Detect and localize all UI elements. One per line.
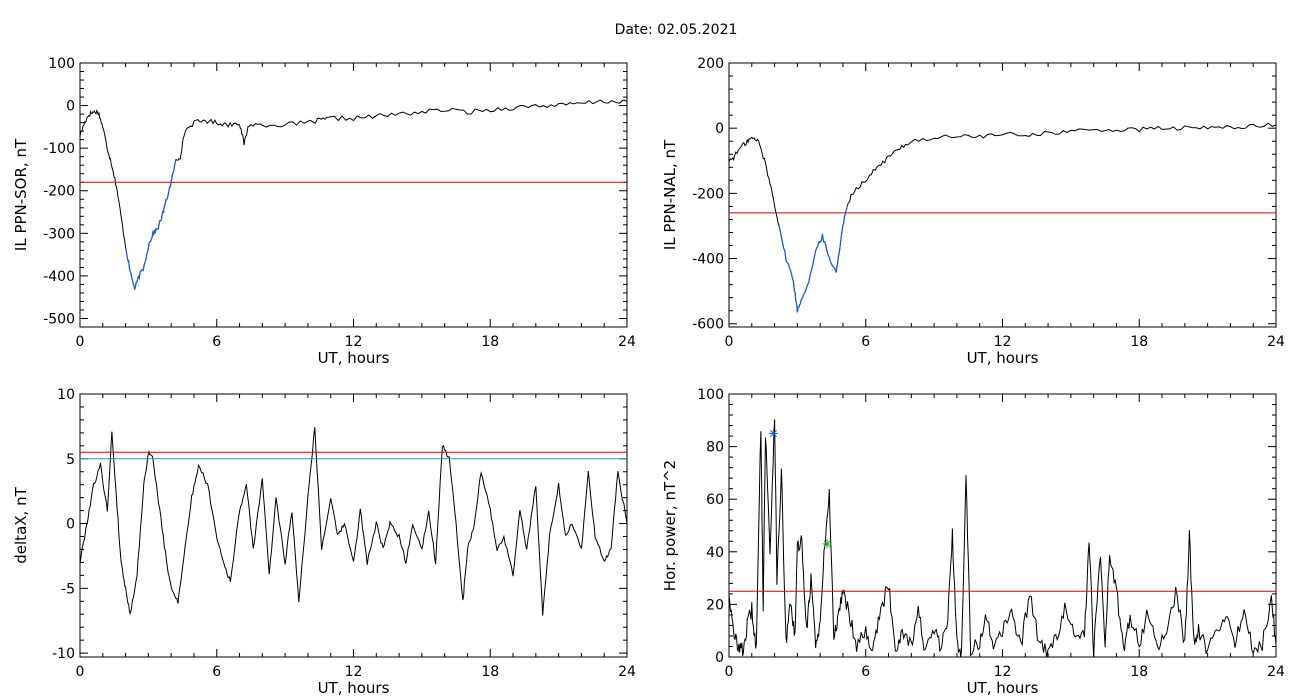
y-tick-label: 0 (66, 517, 75, 533)
y-tick-label: 40 (706, 545, 724, 561)
series-line (729, 419, 1276, 657)
plot-frame (728, 62, 1277, 328)
y-tick-label: 20 (706, 597, 724, 613)
y-axis-label: IL PPN-NAL, nT (661, 139, 679, 250)
y-tick-label: 80 (706, 440, 724, 456)
y-tick-label: -600 (692, 317, 724, 333)
x-axis-label: UT, hours (967, 679, 1039, 697)
x-tick-label: 12 (345, 664, 363, 680)
y-tick-label: -400 (43, 269, 75, 285)
x-tick-label: 12 (994, 334, 1012, 350)
x-tick-label: 24 (618, 664, 636, 680)
chart-panel-2: 0 6 12 18 24 200 0 -200 -400 -600 UT, hours IL PPN-… (661, 56, 1285, 367)
date-title: Date: 02.05.2021 (615, 22, 738, 38)
y-tick-label: -5 (61, 581, 75, 597)
y-tick-label: 60 (706, 492, 724, 508)
y-axis-label: deltaX, nT (12, 486, 30, 563)
chart-panel-1: 0 6 12 18 24 100 0 -100 -200 -300 -400 -500 UT, hour… (12, 56, 636, 367)
x-tick-label: 18 (481, 334, 499, 350)
series-line (80, 99, 627, 290)
x-tick-label: 0 (76, 334, 85, 350)
x-tick-label: 6 (212, 334, 221, 350)
plot-frame (79, 62, 628, 328)
peak-marker (822, 539, 832, 549)
y-tick-label: 0 (66, 99, 75, 115)
x-tick-label: 12 (994, 664, 1012, 680)
y-tick-label: -10 (52, 646, 75, 662)
x-tick-label: 24 (618, 334, 636, 350)
y-tick-label: -400 (692, 252, 724, 268)
x-tick-label: 6 (861, 664, 870, 680)
x-tick-label: 12 (345, 334, 363, 350)
y-tick-label: 5 (66, 452, 75, 468)
y-tick-label: -300 (43, 226, 75, 242)
x-tick-label: 0 (76, 664, 85, 680)
y-tick-label: 0 (715, 121, 724, 137)
peak-marker (768, 428, 778, 438)
series-line (80, 427, 627, 616)
y-tick-label: -500 (43, 311, 75, 327)
series-line (729, 122, 1276, 313)
x-axis-label: UT, hours (318, 349, 390, 367)
y-tick-label: 0 (715, 650, 724, 666)
y-tick-label: -100 (43, 141, 75, 157)
y-axis-label: Hor. power, nT^2 (661, 460, 679, 591)
highlight-segment (778, 204, 849, 313)
x-tick-label: 0 (725, 664, 734, 680)
plot-frame (728, 393, 1277, 658)
y-tick-label: 10 (57, 387, 75, 403)
x-axis-label: UT, hours (967, 349, 1039, 367)
highlight-segment (125, 159, 177, 290)
x-tick-label: 6 (861, 334, 870, 350)
x-tick-label: 18 (481, 664, 499, 680)
x-axis-label: UT, hours (318, 679, 390, 697)
x-tick-label: 18 (1130, 664, 1148, 680)
x-tick-label: 24 (1267, 334, 1285, 350)
y-tick-label: -200 (43, 184, 75, 200)
y-tick-label: 100 (48, 56, 75, 72)
chart-panel-4: 0 6 12 18 24 100 80 60 40 20 0 UT, hours Hor. power,… (661, 387, 1285, 697)
chart-panel-3: 0 6 12 18 24 10 5 0 -5 -10 UT, hours deltaX, nT (12, 387, 636, 697)
y-tick-label: 100 (697, 387, 724, 403)
x-tick-label: 18 (1130, 334, 1148, 350)
y-tick-label: 200 (697, 56, 724, 72)
x-tick-label: 24 (1267, 664, 1285, 680)
x-tick-label: 6 (212, 664, 221, 680)
x-tick-label: 0 (725, 334, 734, 350)
y-axis-label: IL PPN-SOR, nT (12, 138, 30, 251)
y-tick-label: -200 (692, 186, 724, 202)
